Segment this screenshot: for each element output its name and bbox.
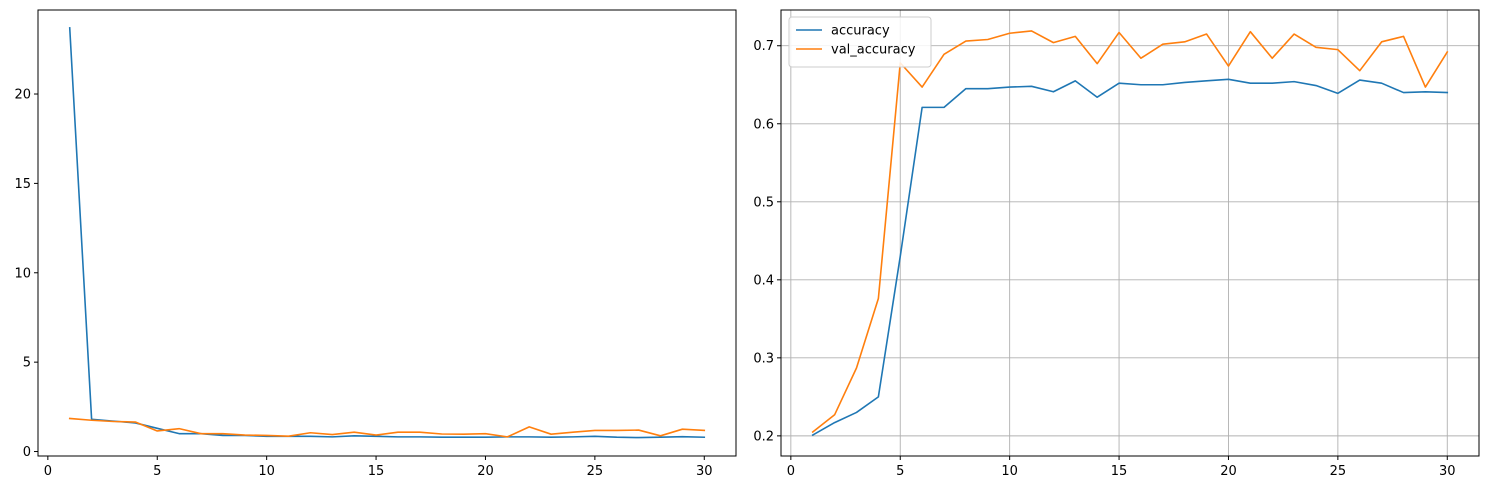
- series-line-series-0: [68, 27, 706, 439]
- loss-chart: 0 5 10 15 20 25 30 0 5 10 15 20: [14, 9, 737, 479]
- y-tick-label: 0.6: [753, 117, 774, 132]
- series-line-val_accuracy: [811, 30, 1449, 434]
- y-tick-label: 0.2: [753, 429, 774, 444]
- plot-frame: [780, 9, 1480, 457]
- series-line-series-1: [68, 417, 706, 438]
- legend-label: val_accuracy: [831, 43, 916, 58]
- legend: accuracy val_accuracy: [788, 16, 932, 68]
- legend-box: [788, 16, 932, 68]
- x-tick-label: 30: [696, 464, 713, 479]
- series-line-accuracy: [811, 78, 1449, 437]
- x-tick-label: 10: [258, 464, 275, 479]
- plot-frame: [37, 9, 737, 457]
- x-tick-label: 0: [787, 464, 795, 479]
- x-tick-label: 30: [1439, 464, 1456, 479]
- x-tick-label: 10: [1001, 464, 1018, 479]
- x-tick-label: 20: [477, 464, 494, 479]
- legend-label: accuracy: [831, 24, 890, 39]
- y-tick-label: 0.3: [753, 351, 774, 366]
- y-tick-label: 20: [14, 88, 31, 103]
- y-tick-label: 0.4: [753, 273, 774, 288]
- y-tick-label: 0.7: [753, 39, 774, 54]
- y-tick-label: 0.5: [753, 195, 774, 210]
- x-tick-label: 5: [896, 464, 904, 479]
- x-tick-label: 5: [153, 464, 161, 479]
- y-tick-label: 10: [14, 266, 31, 281]
- x-tick-label: 20: [1220, 464, 1237, 479]
- x-tick-label: 0: [44, 464, 52, 479]
- x-tick-label: 15: [1111, 464, 1128, 479]
- y-tick-label: 0: [23, 445, 31, 460]
- y-tick-label: 5: [23, 356, 31, 371]
- accuracy-chart: 0 5 10 15 20 25 30 0.2 0.3 0.4 0.5 0.6 0.7 accuracy va…: [753, 9, 1480, 479]
- y-tick-label: 15: [14, 177, 31, 192]
- x-tick-label: 25: [1330, 464, 1347, 479]
- x-tick-label: 25: [587, 464, 604, 479]
- x-tick-label: 15: [368, 464, 385, 479]
